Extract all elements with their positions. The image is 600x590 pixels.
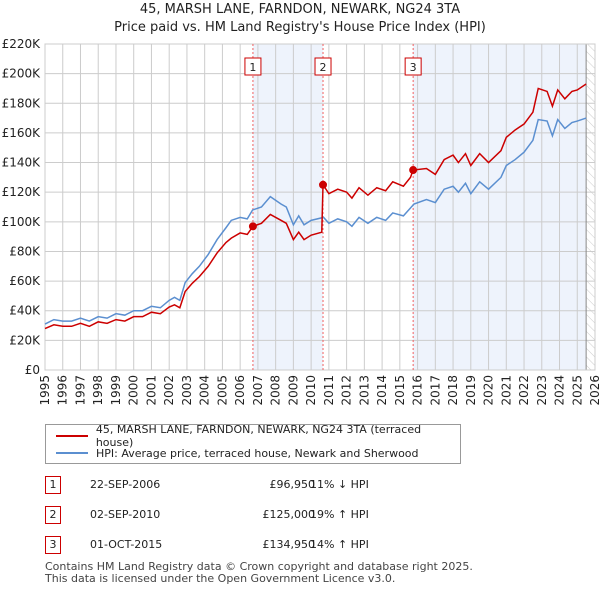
x-tick-label: 2006 [233, 375, 247, 406]
hpi-line [44, 117, 587, 325]
transaction-number: 2 [45, 506, 61, 524]
y-tick-label: £200K [2, 67, 42, 81]
transaction-price: £96,950 [269, 478, 316, 491]
y-tick-label: £180K [2, 96, 42, 110]
x-tick-label: 2022 [517, 375, 531, 406]
x-tick-label: 2018 [446, 375, 460, 406]
chart-title-line1: 45, MARSH LANE, FARNDON, NEWARK, NG24 3T… [139, 2, 461, 17]
y-tick-label: £80K [9, 244, 41, 258]
x-tick-label: 2004 [198, 375, 212, 406]
y-tick-label: £160K [2, 126, 42, 140]
transaction-number: 1 [45, 476, 61, 494]
sale-point [248, 222, 257, 231]
x-tick-label: 2005 [215, 375, 229, 406]
legend-swatch-blue [56, 452, 88, 454]
sale-label-box [244, 57, 262, 76]
sale-label-box [404, 57, 422, 76]
sale-label-box [314, 57, 332, 76]
y-tick-label: £0 [25, 363, 40, 377]
sale-label: 3 [410, 61, 417, 74]
legend-item-hpi: HPI: Average price, terraced house, Newa… [56, 445, 419, 461]
footer-license: This data is licensed under the Open Gov… [45, 572, 396, 585]
x-tick-label: 2014 [375, 375, 389, 406]
transaction-hpi: 11% ↓ HPI [310, 478, 369, 491]
x-tick-label: 2026 [588, 375, 600, 406]
plot-border [44, 43, 596, 371]
y-tick-label: £120K [2, 185, 42, 199]
legend-label: 45, MARSH LANE, FARNDON, NEWARK, NG24 3T… [95, 423, 422, 449]
transaction-date: 02-SEP-2010 [90, 508, 161, 521]
x-tick-label: 1996 [56, 375, 70, 406]
x-tick-label: 2013 [357, 375, 371, 406]
x-tick-label: 2021 [499, 375, 513, 406]
y-tick-label: £20K [9, 333, 41, 347]
chart-title-line2: Price paid vs. HM Land Registry's House … [114, 20, 486, 35]
x-tick-label: 2016 [411, 375, 425, 406]
x-tick-label: 1999 [109, 375, 123, 406]
y-tick-label: £100K [2, 215, 42, 229]
transaction-row: 3 01-OCT-2015 £134,950 14% ↑ HPI [45, 536, 445, 554]
transaction-price: £125,000 [262, 508, 316, 521]
x-tick-label: 2025 [570, 375, 584, 406]
transaction-hpi: 14% ↑ HPI [310, 538, 369, 551]
x-tick-label: 2012 [340, 375, 354, 406]
x-tick-label: 2017 [428, 375, 442, 406]
transaction-price: £134,950 [262, 538, 316, 551]
transaction-hpi: 19% ↑ HPI [310, 508, 369, 521]
y-tick-label: £220K [2, 37, 42, 51]
shaded-range [413, 44, 587, 370]
legend-label: HPI: Average price, terraced house, Newa… [96, 446, 419, 460]
x-tick-label: 2002 [162, 375, 176, 406]
x-tick-label: 2015 [393, 375, 407, 406]
sale-point [319, 180, 328, 189]
x-tick-label: 2011 [322, 375, 336, 406]
legend-swatch-red [56, 435, 88, 437]
x-tick-label: 1998 [91, 375, 105, 406]
x-tick-label: 2024 [553, 375, 567, 406]
transaction-row: 2 02-SEP-2010 £125,000 19% ↑ HPI [45, 506, 445, 524]
x-tick-label: 1995 [38, 375, 52, 406]
shaded-range [252, 44, 324, 370]
footer-copyright: Contains HM Land Registry data © Crown c… [45, 560, 473, 573]
legend-item-price: 45, MARSH LANE, FARNDON, NEWARK, NG24 3T… [56, 423, 460, 449]
transaction-date: 22-SEP-2006 [90, 478, 161, 491]
x-tick-label: 2001 [144, 375, 158, 406]
transaction-row: 1 22-SEP-2006 £96,950 11% ↓ HPI [45, 476, 445, 494]
x-tick-label: 2000 [127, 375, 141, 406]
y-tick-label: £60K [9, 274, 41, 288]
x-tick-label: 2023 [535, 375, 549, 406]
transaction-date: 01-OCT-2015 [90, 538, 163, 551]
y-tick-label: £40K [9, 304, 41, 318]
x-tick-label: 2003 [180, 375, 194, 406]
transaction-number: 3 [45, 536, 61, 554]
x-tick-label: 2007 [251, 375, 265, 406]
sale-point [409, 166, 418, 175]
forecast-hatch [586, 44, 595, 370]
x-tick-label: 2010 [304, 375, 318, 406]
x-tick-label: 2019 [464, 375, 478, 406]
price-paid-line [44, 83, 587, 330]
sale-label: 1 [249, 61, 256, 74]
sale-label: 2 [320, 61, 327, 74]
x-tick-label: 2008 [269, 375, 283, 406]
y-tick-label: £140K [2, 156, 42, 170]
x-tick-label: 1997 [73, 375, 87, 406]
x-tick-label: 2020 [482, 375, 496, 406]
price-chart: 1995 1996 1997 1998 1999 2000 2001 2002 2003 2004… [2, 37, 600, 406]
x-tick-label: 2009 [286, 375, 300, 406]
legend: 45, MARSH LANE, FARNDON, NEWARK, NG24 3T… [45, 423, 461, 464]
